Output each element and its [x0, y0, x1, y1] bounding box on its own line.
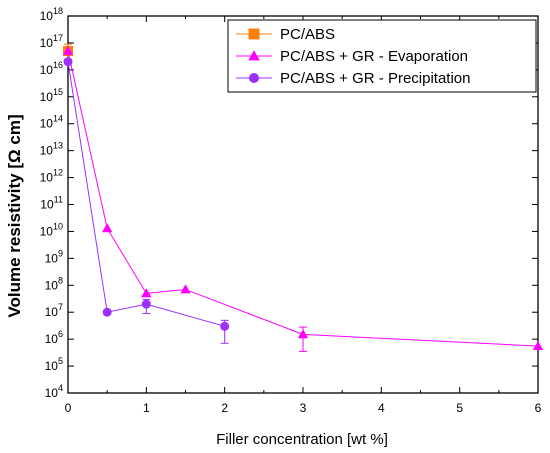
series-line: [67, 50, 539, 347]
data-point: [63, 57, 73, 67]
data-point: [297, 329, 309, 339]
y-tick-label: 108: [45, 275, 63, 292]
data-point: [180, 284, 191, 294]
x-tick-label: 4: [378, 401, 385, 415]
x-tick-label: 0: [65, 401, 72, 415]
data-point: [102, 307, 112, 317]
legend-label: PC/ABS + GR - Precipitation: [280, 70, 471, 87]
data-point: [141, 299, 151, 309]
data-point: [220, 321, 230, 331]
series-3: [63, 57, 230, 344]
x-tick-label: 1: [143, 401, 150, 415]
y-tick-label: 106: [45, 329, 63, 346]
series-line: [67, 61, 225, 327]
y-tick-label: 105: [45, 356, 63, 373]
y-tick-label: 1017: [40, 33, 63, 50]
legend-item: PC/ABS + GR - Precipitation: [236, 70, 471, 87]
data-point: [532, 340, 544, 351]
series-layer: [62, 43, 544, 352]
legend-marker: [248, 50, 260, 61]
series-2: [62, 45, 544, 352]
y-tick-label: 1012: [40, 168, 63, 185]
y-axis-title: Volume resistivity [Ω cm]: [5, 114, 24, 317]
legend-marker: [248, 28, 260, 40]
data-point: [141, 288, 152, 298]
x-tick-label: 5: [456, 401, 463, 415]
y-tick-label: 1013: [40, 141, 63, 158]
legend-marker: [249, 73, 259, 83]
legend-item: PC/ABS: [236, 26, 335, 43]
y-tick-label: 1011: [40, 195, 63, 212]
legend-box: [227, 19, 537, 93]
x-tick-label: 2: [221, 401, 228, 415]
data-point: [101, 223, 113, 233]
x-axis-ticks: 0 1 2 3 4 5 6: [65, 16, 542, 415]
y-tick-label: 109: [45, 248, 63, 265]
legend-label: PC/ABS + GR - Evaporation: [280, 48, 468, 65]
y-tick-label: 1014: [40, 114, 63, 131]
y-tick-label: 1016: [40, 60, 63, 77]
y-tick-label: 107: [45, 302, 63, 319]
y-tick-label: 1015: [40, 87, 63, 104]
x-axis-title: Filler concentration [wt %]: [216, 431, 388, 448]
x-tick-label: 6: [535, 401, 542, 415]
legend: PC/ABS PC/ABS + GR - Evaporation PC/ABS + …: [227, 19, 537, 93]
y-tick-label: 104: [45, 383, 63, 400]
legend-item: PC/ABS + GR - Evaporation: [236, 48, 468, 65]
x-tick-label: 3: [300, 401, 307, 415]
y-tick-label: 1010: [40, 221, 63, 238]
data-point: [62, 45, 74, 55]
y-tick-label: 1018: [40, 6, 63, 23]
legend-label: PC/ABS: [280, 26, 335, 43]
